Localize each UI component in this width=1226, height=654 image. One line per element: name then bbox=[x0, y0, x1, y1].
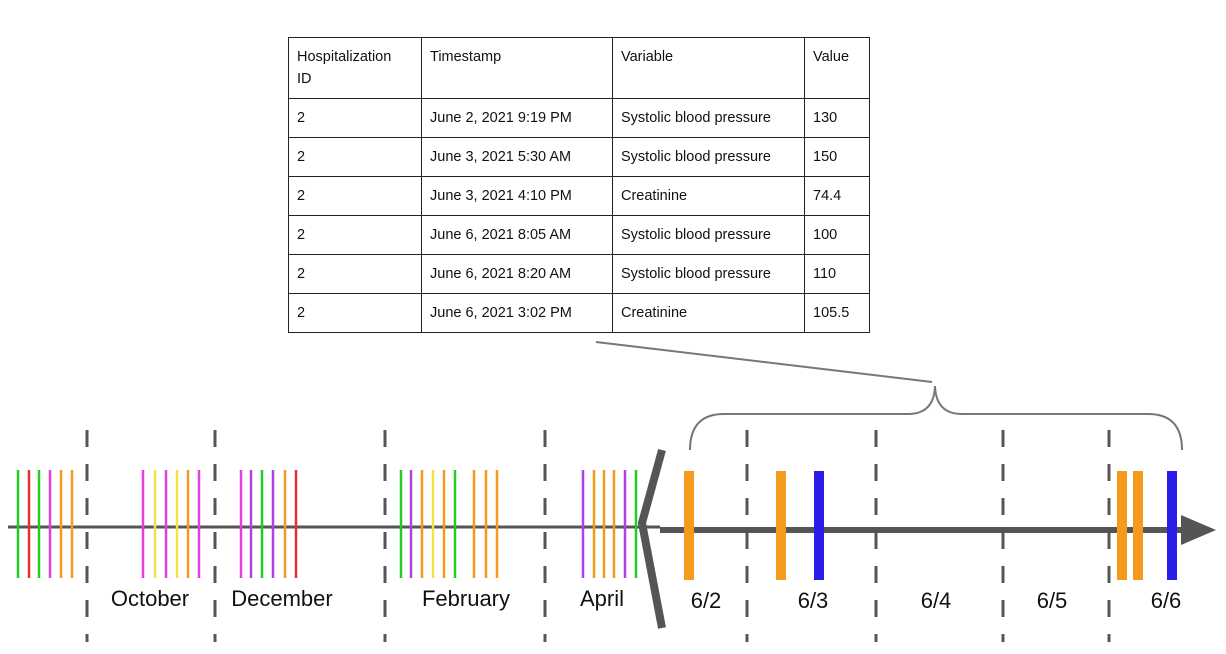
cell-variable: Systolic blood pressure bbox=[612, 98, 805, 138]
cell-variable: Creatinine bbox=[612, 176, 805, 216]
cell-timestamp: June 6, 2021 3:02 PM bbox=[421, 293, 613, 333]
cell-value: 105.5 bbox=[804, 293, 870, 333]
day-label: 6/6 bbox=[1151, 588, 1182, 613]
cell-value: 100 bbox=[804, 215, 870, 255]
cell-timestamp: June 6, 2021 8:05 AM bbox=[421, 215, 613, 255]
measurement-bar-blue bbox=[1167, 471, 1177, 580]
day-label: 6/4 bbox=[921, 588, 952, 613]
table-row: 2 June 6, 2021 8:20 AM Systolic blood pr… bbox=[288, 254, 870, 294]
zoom-brace bbox=[689, 385, 1183, 451]
cell-hospitalization-id: 2 bbox=[288, 293, 422, 333]
header-timestamp: Timestamp bbox=[421, 37, 613, 99]
cell-variable: Creatinine bbox=[612, 293, 805, 333]
header-variable: Variable bbox=[612, 37, 805, 99]
cell-timestamp: June 6, 2021 8:20 AM bbox=[421, 254, 613, 294]
zoom-break-chevron bbox=[637, 448, 666, 629]
cell-variable: Systolic blood pressure bbox=[612, 254, 805, 294]
cell-timestamp: June 3, 2021 5:30 AM bbox=[421, 137, 613, 177]
measurement-bar-orange bbox=[1133, 471, 1143, 580]
cell-hospitalization-id: 2 bbox=[288, 176, 422, 216]
table-connector-line bbox=[595, 341, 933, 383]
header-hospitalization-id: Hospitalization ID bbox=[288, 37, 422, 99]
table-row: 2 June 6, 2021 8:05 AM Systolic blood pr… bbox=[288, 215, 870, 255]
cell-hospitalization-id: 2 bbox=[288, 98, 422, 138]
table-row: 2 June 3, 2021 5:30 AM Systolic blood pr… bbox=[288, 137, 870, 177]
month-label: October bbox=[111, 586, 189, 611]
header-value: Value bbox=[804, 37, 870, 99]
records-table: Hospitalization ID Timestamp Variable Va… bbox=[288, 37, 870, 333]
day-label: 6/3 bbox=[798, 588, 829, 613]
month-label: December bbox=[231, 586, 332, 611]
cell-value: 150 bbox=[804, 137, 870, 177]
month-label: April bbox=[580, 586, 624, 611]
cell-variable: Systolic blood pressure bbox=[612, 215, 805, 255]
timeline-arrowhead bbox=[1181, 515, 1216, 545]
table-row: 2 June 2, 2021 9:19 PM Systolic blood pr… bbox=[288, 98, 870, 138]
cell-value: 130 bbox=[804, 98, 870, 138]
table-row: 2 June 3, 2021 4:10 PM Creatinine 74.4 bbox=[288, 176, 870, 216]
measurement-bar-orange bbox=[684, 471, 694, 580]
measurement-bar-orange bbox=[1117, 471, 1127, 580]
cell-value: 74.4 bbox=[804, 176, 870, 216]
cell-timestamp: June 3, 2021 4:10 PM bbox=[421, 176, 613, 216]
cell-hospitalization-id: 2 bbox=[288, 215, 422, 255]
cell-timestamp: June 2, 2021 9:19 PM bbox=[421, 98, 613, 138]
day-label: 6/2 bbox=[691, 588, 722, 613]
month-label: February bbox=[422, 586, 510, 611]
day-label: 6/5 bbox=[1037, 588, 1068, 613]
measurement-bar-blue bbox=[814, 471, 824, 580]
table-row: 2 June 6, 2021 3:02 PM Creatinine 105.5 bbox=[288, 293, 870, 333]
table-header-row: Hospitalization ID Timestamp Variable Va… bbox=[288, 37, 870, 99]
measurement-bar-orange bbox=[776, 471, 786, 580]
